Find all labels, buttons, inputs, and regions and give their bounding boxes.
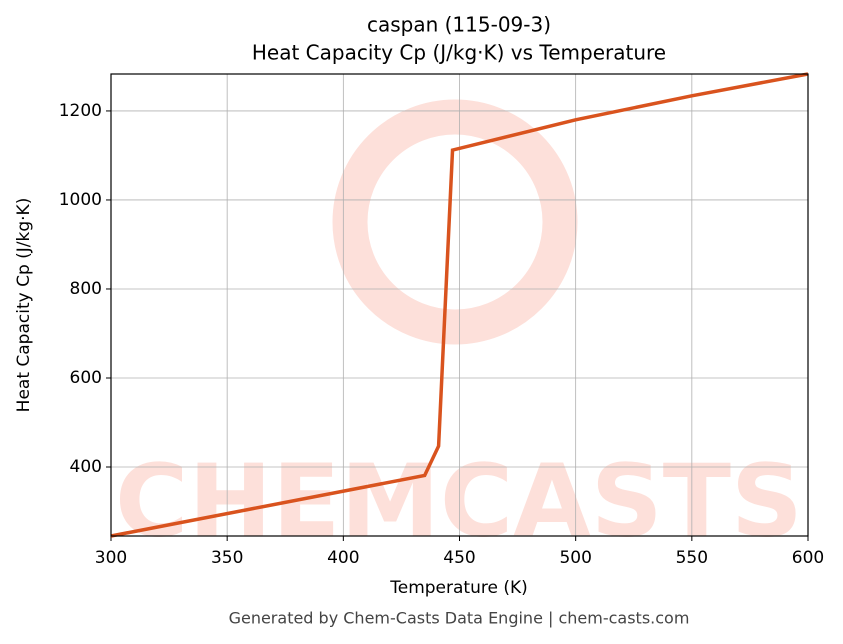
x-tick-label: 500 bbox=[559, 548, 591, 568]
x-axis-label: Temperature (K) bbox=[389, 578, 528, 598]
watermark-logo bbox=[332, 99, 578, 345]
y-tick-label: 400 bbox=[70, 457, 102, 477]
x-tick-label: 600 bbox=[792, 548, 824, 568]
x-tick-label: 400 bbox=[327, 548, 359, 568]
plot-frame bbox=[110, 73, 809, 537]
watermark: CHEMCASTS bbox=[115, 442, 803, 559]
footer: Generated by Chem-Casts Data Engine | ch… bbox=[229, 609, 690, 628]
y-tick-label: 800 bbox=[70, 279, 102, 299]
x-tick-label: 300 bbox=[95, 548, 127, 568]
y-axis-label: Heat Capacity Cp (J/kg·K) bbox=[14, 198, 34, 413]
x-tick-label: 450 bbox=[443, 548, 475, 568]
x-tick-label: 550 bbox=[676, 548, 708, 568]
y-tick-label: 1000 bbox=[59, 190, 102, 210]
x-tick-label: 350 bbox=[211, 548, 243, 568]
chart-subtitle: Heat Capacity Cp (J/kg·K) vs Temperature bbox=[252, 41, 666, 65]
chart-title: caspan (115-09-3) bbox=[367, 13, 551, 37]
data-line bbox=[110, 72, 809, 538]
y-tick-label: 1200 bbox=[59, 101, 102, 121]
y-tick-label: 600 bbox=[70, 368, 102, 388]
